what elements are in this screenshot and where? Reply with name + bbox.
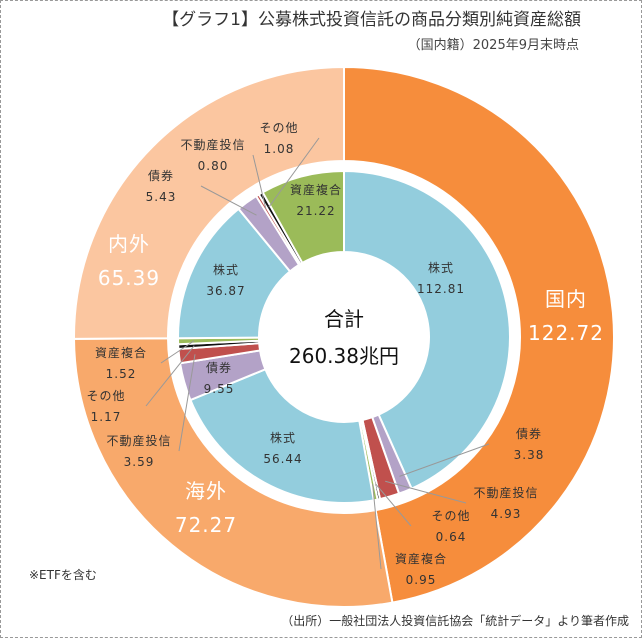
inner-label-name-11: 債券 bbox=[148, 168, 174, 183]
leader-line-2 bbox=[385, 480, 467, 504]
chart-title: 【グラフ1】公募株式投資信託の商品分類別純資産総額 bbox=[162, 10, 581, 30]
inner-label-value-13: 1.08 bbox=[264, 142, 295, 156]
outer-label-value-0: 122.72 bbox=[528, 321, 604, 345]
leader-line-7 bbox=[178, 354, 196, 452]
inner-label-name-13: その他 bbox=[259, 121, 298, 135]
inner-label-name-3: その他 bbox=[431, 509, 470, 523]
outer-label-name-0: 国内 bbox=[545, 287, 587, 311]
total-label: 合計 bbox=[324, 307, 364, 331]
inner-label-value-5: 56.44 bbox=[263, 452, 302, 466]
outer-slice-1 bbox=[72, 337, 394, 608]
chart-subtitle: （国内籍）2025年9月末時点 bbox=[408, 37, 579, 53]
leader-line-3 bbox=[375, 483, 412, 527]
inner-label-value-3: 0.64 bbox=[436, 530, 467, 544]
outer-label-name-2: 内外 bbox=[108, 232, 150, 256]
inner-slice-5 bbox=[189, 367, 375, 504]
leader-line-13 bbox=[268, 137, 320, 208]
inner-label-name-10: 株式 bbox=[213, 262, 239, 277]
inner-label-value-6: 9.55 bbox=[204, 382, 235, 396]
inner-slice-14 bbox=[261, 169, 345, 265]
inner-label-value-9: 1.52 bbox=[106, 367, 137, 381]
inner-label-name-5: 株式 bbox=[270, 430, 296, 445]
leader-line-4 bbox=[372, 484, 382, 570]
inner-label-value-8: 1.17 bbox=[91, 410, 122, 424]
inner-label-name-7: 不動産投信 bbox=[106, 433, 171, 448]
inner-label-value-11: 5.43 bbox=[146, 190, 177, 204]
inner-label-value-0: 112.81 bbox=[417, 282, 465, 296]
inner-label-name-0: 株式 bbox=[428, 260, 454, 275]
leader-line-9 bbox=[160, 340, 195, 364]
inner-label-name-8: その他 bbox=[86, 389, 125, 403]
inner-label-name-2: 不動産投信 bbox=[473, 485, 538, 500]
inner-slice-0 bbox=[343, 169, 511, 490]
leader-line-1 bbox=[399, 443, 490, 477]
inner-label-value-12: 0.80 bbox=[198, 159, 229, 173]
inner-label-value-4: 0.95 bbox=[406, 573, 437, 587]
source-note: （出所）一般社団法人投資信託協会「統計データ」より筆者作成 bbox=[281, 613, 629, 628]
inner-label-name-12: 不動産投信 bbox=[180, 137, 245, 152]
outer-slice-2 bbox=[73, 65, 345, 340]
inner-label-value-7: 3.59 bbox=[124, 455, 155, 469]
inner-label-name-4: 資産複合 bbox=[395, 551, 447, 566]
outer-label-value-1: 72.27 bbox=[175, 513, 237, 537]
inner-label-name-9: 資産複合 bbox=[95, 345, 147, 360]
inner-label-name-14: 資産複合 bbox=[290, 182, 342, 197]
leader-line-11 bbox=[200, 185, 257, 216]
donut-hole bbox=[260, 253, 428, 421]
inner-label-value-2: 4.93 bbox=[491, 507, 522, 521]
leader-line-12 bbox=[252, 154, 267, 210]
inner-label-name-1: 債券 bbox=[516, 426, 542, 441]
inner-label-value-14: 21.22 bbox=[296, 204, 335, 218]
inner-label-name-6: 債券 bbox=[206, 360, 232, 375]
leader-line-8 bbox=[145, 345, 195, 407]
total-value: 260.38兆円 bbox=[289, 344, 399, 368]
outer-label-name-1: 海外 bbox=[185, 479, 227, 503]
etf-note: ※ETFを含む bbox=[29, 567, 97, 582]
outer-slice-0 bbox=[343, 65, 615, 604]
inner-label-value-10: 36.87 bbox=[206, 284, 245, 298]
outer-label-value-2: 65.39 bbox=[98, 266, 160, 290]
inner-label-value-1: 3.38 bbox=[514, 448, 545, 462]
